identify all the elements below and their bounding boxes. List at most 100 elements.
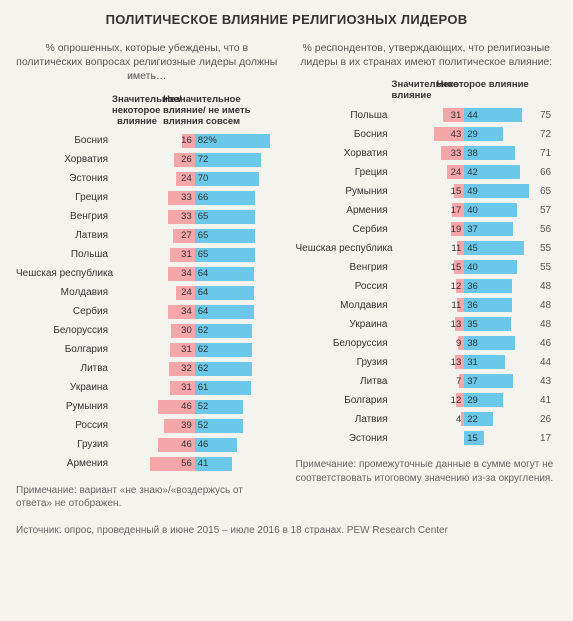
row-total: 65: [537, 186, 557, 197]
bar-blue: 52: [195, 400, 243, 414]
chart-row: Латвия2765: [16, 228, 278, 244]
bar-pink: 11: [457, 298, 465, 312]
chart-row: Болгария3162: [16, 342, 278, 358]
chart-row: Эстония1517: [296, 430, 558, 446]
row-label: Болгария: [296, 395, 392, 406]
row-label: Латвия: [296, 414, 392, 425]
row-label: Греция: [296, 167, 392, 178]
bar-blue: 70: [195, 172, 259, 186]
chart-row: Чешская республика114555: [296, 240, 558, 256]
chart-row: Польша3165: [16, 247, 278, 263]
bar-blue: 41: [195, 457, 233, 471]
right-header-a: Значительное влияние: [392, 79, 434, 101]
bar-pink: 17: [452, 203, 464, 217]
bar-blue: 40: [464, 203, 517, 217]
row-label: Польша: [16, 249, 112, 260]
chart-row: Молдавия 2464: [16, 285, 278, 301]
chart-row: Болгария122941: [296, 392, 558, 408]
row-label: Украина: [16, 382, 112, 393]
row-label: Армения: [16, 458, 112, 469]
row-total: 46: [537, 338, 557, 349]
bar-pink: 15: [454, 184, 465, 198]
bar-blue: 62: [195, 362, 252, 376]
row-label: Босния: [296, 129, 392, 140]
bar-pink: 33: [168, 210, 194, 224]
left-rows: Босния1682%Хорватия2672Эстония2470Греция…: [16, 133, 278, 472]
right-subtitle: % респондентов, утверждающих, что религи…: [296, 41, 558, 69]
bar-blue: 36: [464, 279, 512, 293]
row-label: Литва: [296, 376, 392, 387]
bar-blue: 65: [195, 229, 255, 243]
row-label: Сербия: [296, 224, 392, 235]
bar-blue: 45: [464, 241, 524, 255]
bar-blue: 29: [464, 127, 502, 141]
row-label: Чешская республика: [296, 243, 392, 254]
chart-row: Грузия133144: [296, 354, 558, 370]
bar-pink: 34: [168, 267, 195, 281]
left-subtitle: % опрошенных, которые убеждены, что в по…: [16, 41, 278, 84]
bar-blue: 40: [464, 260, 517, 274]
bar-pink: 15: [454, 260, 465, 274]
chart-row: Босния 4329 72: [296, 126, 558, 142]
bar-pink: 24: [176, 172, 195, 186]
row-label: Болгария: [16, 344, 112, 355]
bar-pink: 24: [447, 165, 464, 179]
row-label: Хорватия: [16, 154, 112, 165]
chart-row: Сербия193756: [296, 221, 558, 237]
row-label: Венгрия: [296, 262, 392, 273]
chart-row: Белоруссия93846: [296, 335, 558, 351]
row-label: Молдавия: [16, 287, 112, 298]
chart-row: Румыния154965: [296, 183, 558, 199]
bar-blue: 62: [195, 343, 252, 357]
bar-blue: 31: [464, 355, 505, 369]
row-label: Чешская республика: [16, 268, 112, 279]
bar-blue: 66: [195, 191, 256, 205]
chart-row: Греция3366: [16, 190, 278, 206]
bar-pink: 56: [150, 457, 195, 471]
row-total: 55: [537, 262, 557, 273]
left-chart: % опрошенных, которые убеждены, что в по…: [16, 41, 278, 511]
row-total: 75: [537, 110, 557, 121]
bar-pink: 27: [173, 229, 195, 243]
row-label: Белоруссия: [296, 338, 392, 349]
row-label: Румыния: [296, 186, 392, 197]
chart-row: Армения 5641: [16, 456, 278, 472]
row-label: Эстония: [16, 173, 112, 184]
right-header-b: Некоторое влияние: [434, 79, 538, 101]
bar-pink: 43: [434, 127, 464, 141]
bar-pink: 13: [455, 355, 464, 369]
bar-pink: 33: [168, 191, 194, 205]
bar-pink: 11: [457, 241, 465, 255]
bar-pink: 12: [456, 393, 464, 407]
bar-pink: 16: [182, 134, 195, 148]
bar-pink: 31: [170, 248, 195, 262]
left-header-b: Незначительное влияние/ не иметь влияния…: [160, 94, 278, 127]
bar-pink: 24: [176, 286, 195, 300]
chart-row: Польша314475: [296, 107, 558, 123]
row-label: Россия: [296, 281, 392, 292]
bar-blue: 64: [195, 305, 254, 319]
right-note: Примечание: промежуточные данные в сумме…: [296, 458, 558, 485]
row-label: Румыния: [16, 401, 112, 412]
row-label: Грузия: [296, 357, 392, 368]
chart-row: Украина3161: [16, 380, 278, 396]
chart-row: Украина133548: [296, 316, 558, 332]
row-label: Сербия: [16, 306, 112, 317]
row-total: 26: [537, 414, 557, 425]
left-headers: Значительное/некоторое влияние Незначите…: [16, 94, 278, 127]
chart-row: Белоруссия3062: [16, 323, 278, 339]
row-total: 72: [537, 129, 557, 140]
bar-blue: 44: [464, 108, 522, 122]
chart-row: Литва3262: [16, 361, 278, 377]
row-total: 56: [537, 224, 557, 235]
columns: % опрошенных, которые убеждены, что в по…: [16, 41, 557, 511]
row-label: Молдавия: [296, 300, 392, 311]
bar-blue: 36: [464, 298, 512, 312]
row-total: 71: [537, 148, 557, 159]
right-headers: Значительное влияние Некоторое влияние: [296, 79, 558, 101]
bar-blue: 72: [195, 153, 261, 167]
chart-row: Грузия4646: [16, 437, 278, 453]
bar-blue: 64: [195, 286, 254, 300]
bar-pink: 31: [443, 108, 465, 122]
chart-row: Румыния4652: [16, 399, 278, 415]
